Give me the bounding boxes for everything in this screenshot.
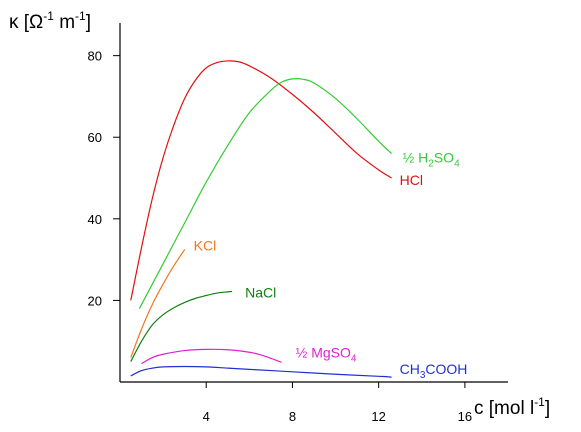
y-tick-label-20: 20 bbox=[88, 293, 102, 308]
x-tick-label-12: 12 bbox=[371, 409, 385, 424]
series-line-kcl bbox=[130, 249, 186, 358]
y-ticks: 20 40 60 80 bbox=[88, 49, 120, 308]
series-line-nacl bbox=[130, 290, 233, 362]
series-line-ch3cooh bbox=[130, 365, 392, 378]
series-line-mgso4 bbox=[141, 348, 282, 365]
x-tick-label-16: 16 bbox=[458, 409, 472, 424]
series-label-nacl: NaCl bbox=[245, 284, 276, 300]
series-line-hcl bbox=[130, 60, 392, 301]
y-tick-label-60: 60 bbox=[88, 130, 102, 145]
series-label-ch3cooh: CH3COOH bbox=[400, 361, 468, 381]
x-tick-label-8: 8 bbox=[289, 409, 296, 424]
y-axis-title: κ [Ω-1 m-1] bbox=[9, 9, 91, 33]
x-ticks: 4 8 12 16 bbox=[203, 382, 472, 424]
series-lines bbox=[130, 60, 393, 378]
y-tick-label-80: 80 bbox=[88, 49, 102, 64]
series-labels: HCl ½ H2SO4 KCl NaCl ½ MgSO4 CH3COOH bbox=[194, 150, 468, 382]
x-axis-title: c [mol l-1] bbox=[474, 395, 550, 419]
y-tick-label-40: 40 bbox=[88, 212, 102, 227]
series-line-h2so4 bbox=[138, 78, 393, 309]
series-label-h2so4: ½ H2SO4 bbox=[403, 150, 460, 170]
series-label-hcl: HCl bbox=[400, 172, 423, 188]
series-label-mgso4: ½ MgSO4 bbox=[296, 344, 357, 364]
series-label-kcl: KCl bbox=[194, 237, 217, 253]
x-tick-label-4: 4 bbox=[203, 409, 210, 424]
